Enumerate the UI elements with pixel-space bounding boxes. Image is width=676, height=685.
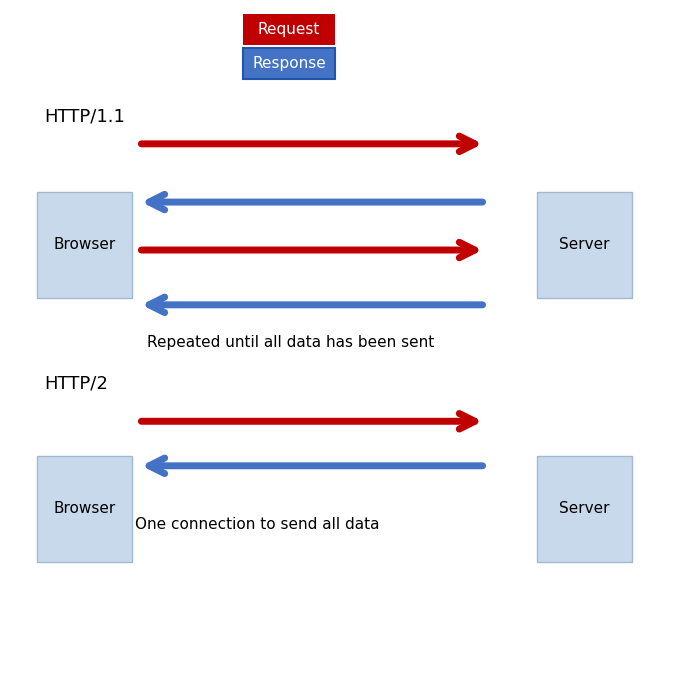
FancyBboxPatch shape	[37, 192, 132, 298]
Text: HTTP/2: HTTP/2	[44, 375, 107, 393]
Text: Request: Request	[258, 22, 320, 36]
FancyBboxPatch shape	[243, 14, 335, 45]
FancyBboxPatch shape	[537, 456, 632, 562]
FancyBboxPatch shape	[37, 456, 132, 562]
Text: HTTP/1.1: HTTP/1.1	[44, 108, 125, 125]
Text: Server: Server	[560, 501, 610, 516]
Text: One connection to send all data: One connection to send all data	[135, 516, 379, 532]
Text: Server: Server	[560, 238, 610, 252]
Text: Response: Response	[252, 56, 326, 71]
FancyBboxPatch shape	[537, 192, 632, 298]
Text: Repeated until all data has been sent: Repeated until all data has been sent	[147, 335, 434, 350]
Text: Browser: Browser	[53, 238, 116, 252]
FancyBboxPatch shape	[243, 48, 335, 79]
Text: Browser: Browser	[53, 501, 116, 516]
